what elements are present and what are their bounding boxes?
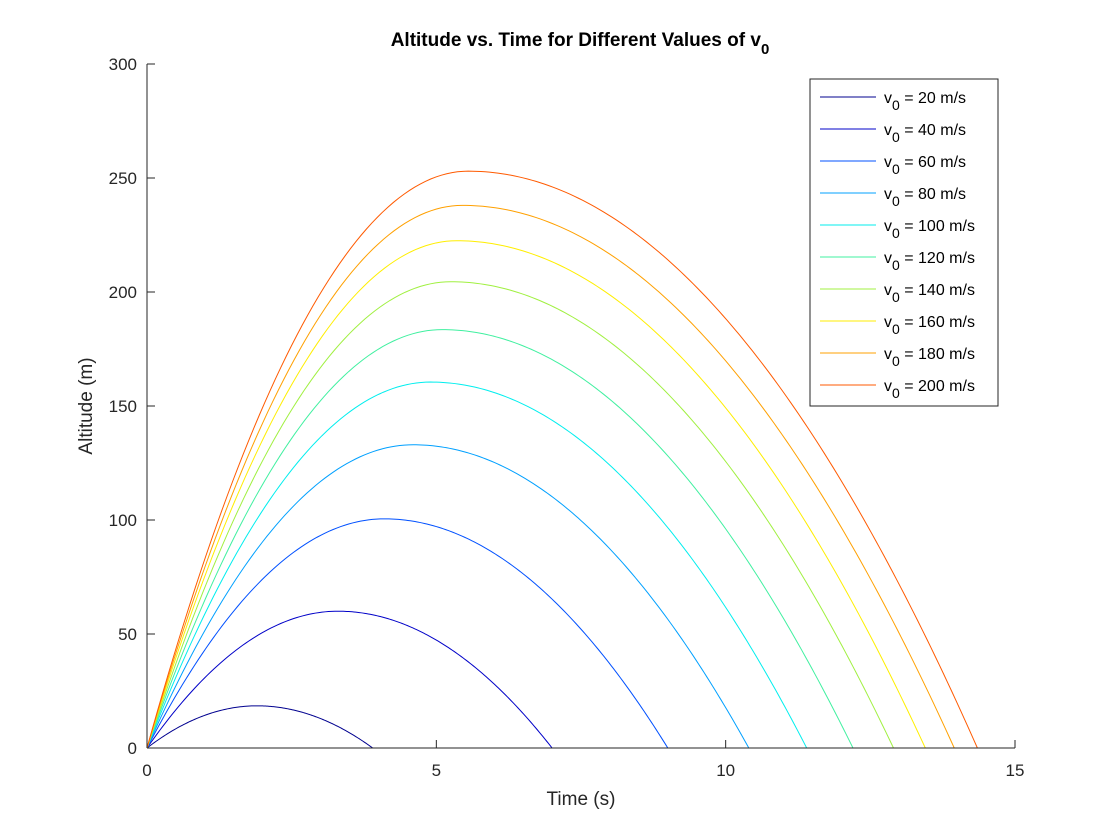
series-line-2 xyxy=(146,610,978,749)
y-ticks: 0 50 100 150 200 250 300 xyxy=(109,55,155,758)
legend-label-8: v0 = 160 m/s xyxy=(884,314,975,337)
series-line-6 xyxy=(146,329,978,749)
y-tick-label: 50 xyxy=(118,625,137,644)
series-line-3 xyxy=(146,518,978,749)
y-tick-label: 300 xyxy=(109,55,137,74)
legend-label-1: v0 = 20 m/s xyxy=(884,90,966,113)
plot-area xyxy=(146,170,978,749)
legend-box xyxy=(809,78,999,407)
series-line-7 xyxy=(146,281,978,749)
legend-label-5: v0 = 100 m/s xyxy=(884,218,975,241)
legend: v0 = 20 m/s v0 = 40 m/s v0 = 60 m/s v0 = 80… xyxy=(809,78,999,407)
y-tick-label: 0 xyxy=(128,739,137,758)
legend-label-9: v0 = 180 m/s xyxy=(884,346,975,369)
y-tick-label: 100 xyxy=(109,511,137,530)
x-tick-label: 0 xyxy=(142,761,151,780)
legend-label-7: v0 = 140 m/s xyxy=(884,282,975,305)
x-tick-label: 10 xyxy=(716,761,735,780)
x-tick-label: 5 xyxy=(432,761,441,780)
legend-label-4: v0 = 80 m/s xyxy=(884,186,966,209)
series-line-5 xyxy=(146,381,978,749)
y-tick-label: 150 xyxy=(109,397,137,416)
series-line-1 xyxy=(146,705,978,749)
series-line-4 xyxy=(146,444,978,749)
series-line-10 xyxy=(146,170,978,749)
y-tick-label: 250 xyxy=(109,169,137,188)
legend-label-3: v0 = 60 m/s xyxy=(884,154,966,177)
chart-title: Altitude vs. Time for Different Values o… xyxy=(391,30,770,58)
legend-label-6: v0 = 120 m/s xyxy=(884,250,975,273)
y-tick-label: 200 xyxy=(109,283,137,302)
series-line-8 xyxy=(146,240,978,749)
legend-label-2: v0 = 40 m/s xyxy=(884,122,966,145)
x-ticks: 0 5 10 15 xyxy=(142,740,1025,780)
legend-label-10: v0 = 200 m/s xyxy=(884,378,975,401)
y-axis-label: Altitude (m) xyxy=(76,357,97,454)
series-line-9 xyxy=(146,204,978,749)
x-axis-label: Time (s) xyxy=(547,789,616,810)
x-tick-label: 15 xyxy=(1006,761,1025,780)
